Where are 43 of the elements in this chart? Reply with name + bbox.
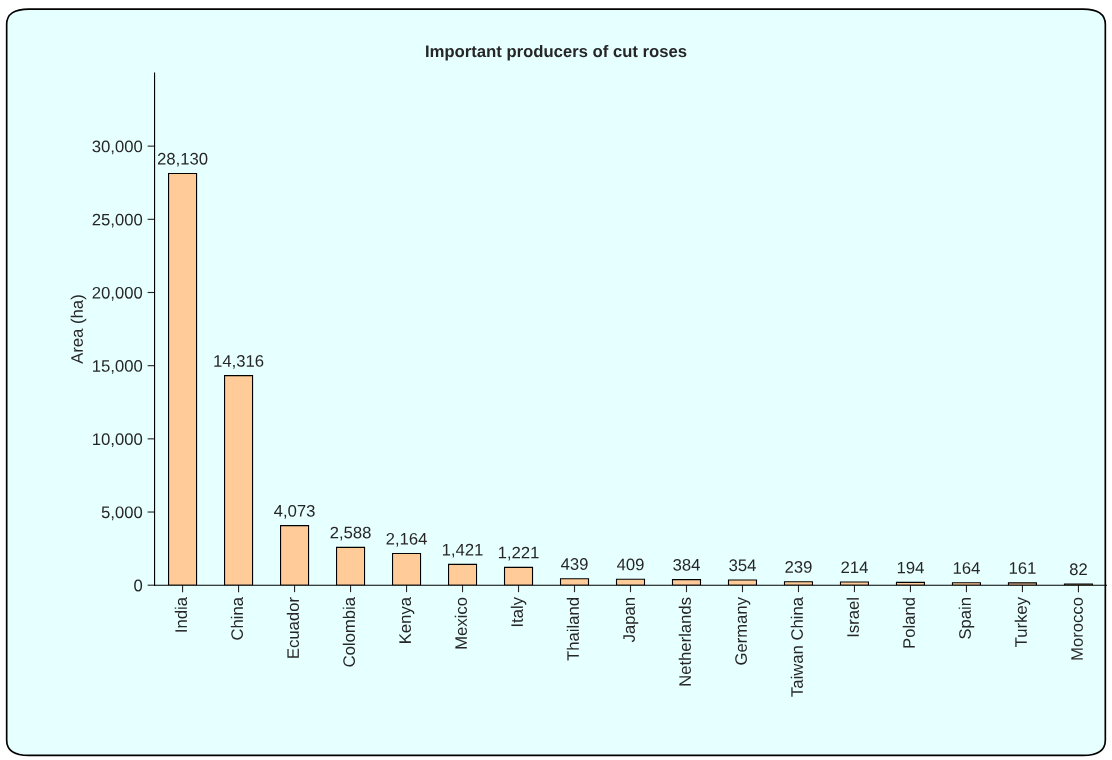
chart-title: Important producers of cut roses [426, 44, 687, 61]
data-label: 439 [560, 558, 588, 570]
data-label: 354 [729, 559, 756, 572]
data-label: 28,130 [157, 152, 208, 167]
data-label: 1,421 [442, 543, 483, 558]
data-label: 194 [897, 561, 924, 574]
x-tick-label: Turkey [1014, 597, 1031, 647]
data-label: 384 [673, 558, 700, 571]
x-tick-label: Poland [902, 598, 915, 648]
data-label: 214 [841, 561, 868, 574]
y-tick-label: 25,000 [92, 213, 143, 228]
y-tick-label: 0 [134, 579, 143, 592]
x-tick-label: Ecuador [286, 597, 300, 658]
x-tick-label: Israel [846, 598, 859, 637]
data-label: 4,073 [274, 504, 315, 519]
x-tick-label: India [174, 597, 188, 632]
x-tick-label: Netherlands [678, 597, 691, 686]
x-tick-label: Taiwan China [790, 597, 803, 697]
y-tick-label: 30,000 [92, 140, 143, 155]
x-tick-label: Spain [958, 598, 975, 639]
x-tick-label: Thailand [566, 598, 579, 661]
x-tick-label: China [230, 597, 244, 640]
data-label: 1,221 [498, 546, 539, 561]
data-label: 14,316 [214, 355, 264, 369]
y-tick-label: 5,000 [101, 506, 143, 521]
data-label: 239 [785, 561, 812, 573]
x-tick-label: Kenya [399, 597, 415, 643]
x-tick-label: Morocco [1071, 597, 1083, 660]
x-tick-label: Italy [510, 597, 527, 627]
data-label: 164 [953, 562, 980, 574]
data-label: 82 [1069, 563, 1087, 576]
data-label: 161 [1009, 562, 1036, 574]
x-tick-label: Mexico [454, 597, 467, 649]
data-label: 2,588 [330, 526, 371, 541]
data-label: 409 [616, 558, 644, 571]
y-axis-title: Area (ha) [70, 295, 87, 364]
y-tick-label: 15,000 [93, 360, 143, 374]
data-label: 2,164 [386, 532, 427, 547]
x-tick-label: Colombia [342, 597, 356, 667]
y-tick-label: 20,000 [92, 286, 143, 301]
x-tick-label: Germany [735, 597, 751, 665]
x-tick-label: Japan [623, 598, 639, 643]
y-tick-label: 10,000 [93, 433, 143, 448]
